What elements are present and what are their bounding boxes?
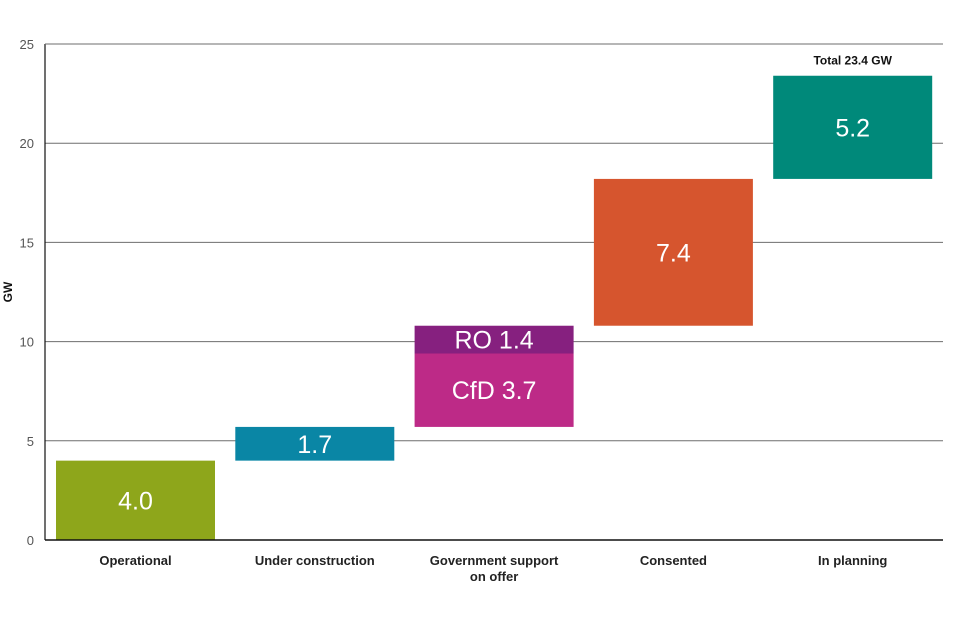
total-annotation: Total 23.4 GW bbox=[813, 54, 892, 68]
y-tick-label: 5 bbox=[27, 434, 34, 449]
bar-value-label: 1.7 bbox=[297, 431, 332, 459]
x-tick-label: Under construction bbox=[255, 553, 375, 568]
y-axis-ticks: 0 5 10 15 20 25 bbox=[20, 37, 34, 548]
bar-segment bbox=[593, 178, 753, 326]
bar-value-label: 4.0 bbox=[118, 487, 153, 515]
annotations: Total 23.4 GW bbox=[813, 54, 892, 68]
y-tick-label: 25 bbox=[20, 37, 34, 52]
bar-segment bbox=[414, 325, 574, 354]
bar-value-label: 7.4 bbox=[656, 239, 691, 267]
x-tick-label: Government support on offer bbox=[430, 553, 559, 584]
x-tick-label: In planning bbox=[818, 553, 887, 568]
bar-segment bbox=[773, 75, 933, 179]
x-axis-categories: Operational Under construction Government … bbox=[99, 553, 887, 584]
bar-segment bbox=[56, 460, 215, 540]
y-tick-label: 15 bbox=[20, 235, 34, 250]
bar-segment bbox=[414, 353, 574, 427]
bars: 4.0 1.7 CfD 3.7 RO 1.4 7.4 5.2 bbox=[56, 75, 933, 540]
y-tick-label: 0 bbox=[27, 533, 34, 548]
bar-value-label: RO 1.4 bbox=[454, 327, 533, 355]
x-tick-label: Operational bbox=[99, 553, 171, 568]
bar-value-label: 5.2 bbox=[835, 114, 870, 142]
axes bbox=[44, 43, 943, 541]
bar-segment bbox=[235, 426, 395, 461]
y-tick-label: 20 bbox=[20, 136, 34, 151]
y-tick-label: 10 bbox=[20, 335, 34, 350]
y-axis-label: GW bbox=[1, 281, 15, 302]
x-tick-label: Consented bbox=[640, 553, 707, 568]
bar-value-label: CfD 3.7 bbox=[452, 377, 537, 405]
